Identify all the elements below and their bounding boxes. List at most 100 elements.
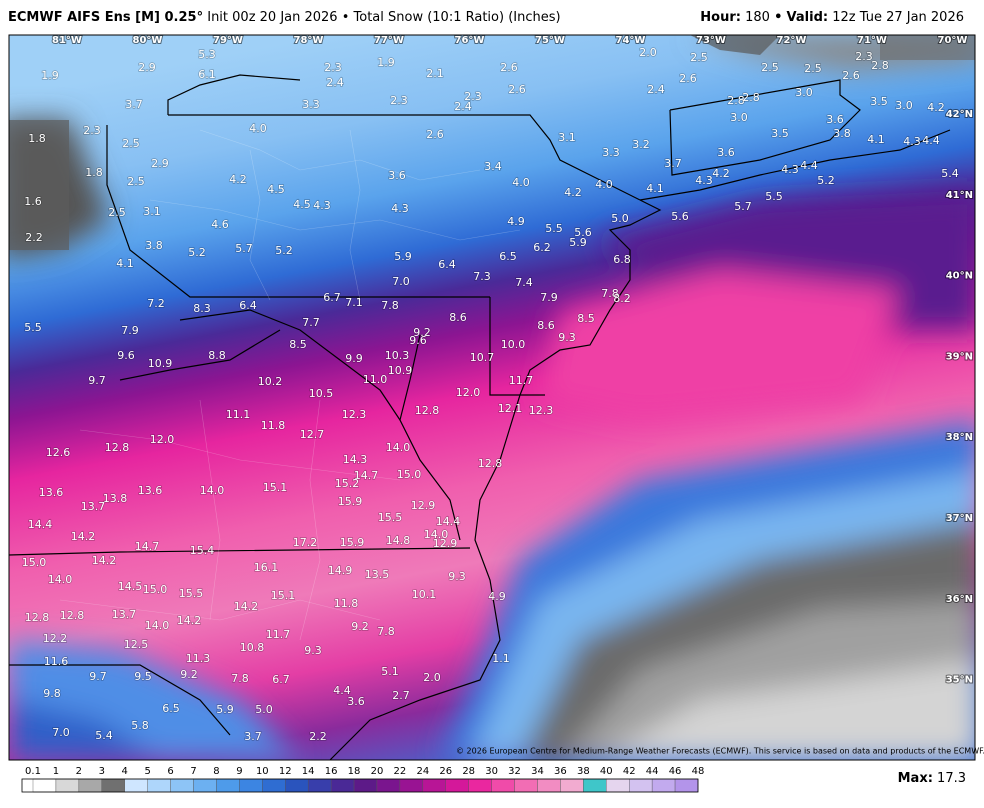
snow-label: 7.0 [392,275,410,288]
snow-label: 13.7 [81,500,106,513]
model: ECMWF AIFS Ens [M] 0.25° [8,10,204,25]
snow-label: 10.9 [148,357,173,370]
snow-label: 5.5 [24,321,42,334]
snow-label: 4.0 [512,176,530,189]
latitude-label: 39°N [946,351,973,362]
snow-label: 7.7 [302,316,320,329]
legend-tick-label: 48 [692,766,705,777]
snow-label: 1.1 [492,652,510,665]
snow-label: 5.5 [545,222,563,235]
va-nc-border [8,547,471,556]
legend-tick-label: 30 [485,766,498,777]
snow-label: 2.2 [309,730,327,743]
snow-label: 9.3 [448,570,466,583]
legend-tick-label: 18 [348,766,361,777]
snow-label: 10.8 [240,641,265,654]
max-key: Max: [897,771,933,786]
snow-label: 4.1 [116,257,134,270]
snow-label: 4.3 [695,174,713,187]
snow-label: 3.2 [632,138,650,151]
snow-label: 5.2 [275,244,293,257]
snow-label: 8.6 [449,311,467,324]
delaware-border [489,297,545,396]
snow-label: 3.7 [244,730,262,743]
legend-swatch [193,778,217,793]
legend-swatch [491,778,515,793]
longitude-label: 80°W [133,35,163,46]
snow-label: 10.1 [412,588,437,601]
snow-label: 1.8 [28,132,46,145]
snow-label: 13.5 [365,568,390,581]
latitude-label: 41°N [946,190,973,201]
hour: 180 [745,10,770,25]
borders [8,74,951,761]
snow-label: 6.7 [272,673,290,686]
legend: 0.1 1 2 3 4 5 6 7 8 9 10 12 14 16 18 20 22 24 26 28 30 32 34 36… [21,766,705,793]
legend-swatch [170,778,194,793]
snow-label: 12.8 [105,441,130,454]
snow-label: 15.5 [378,511,403,524]
snow-label: 2.7 [392,689,410,702]
legend-swatch [583,778,607,793]
snow-label: 2.5 [804,62,822,75]
snow-label: 11.1 [226,408,251,421]
latitude-label: 37°N [946,513,973,524]
snow-label: 11.3 [186,652,211,665]
snow-label: 4.5 [267,183,285,196]
legend-swatch [445,778,469,793]
snow-label: 12.0 [456,386,481,399]
hour-key: Hour: [700,10,741,25]
legend-tick-label: 8 [213,766,219,777]
snow-label: 5.1 [381,665,399,678]
snow-label: 14.2 [92,554,117,567]
snow-label: 5.6 [671,210,689,223]
snow-label: 9.2 [413,326,431,339]
legend-tick-label: 20 [371,766,384,777]
snow-label: 14.0 [145,619,170,632]
snow-label: 6.5 [162,702,180,715]
snow-label: 15.0 [143,583,168,596]
snow-label: 12.8 [415,404,440,417]
snow-label: 2.3 [390,94,408,107]
snow-label: 6.7 [323,291,341,304]
latitude-label: 42°N [946,109,973,120]
legend-tick-label: 7 [190,766,196,777]
snow-label: 17.2 [293,536,318,549]
snow-label: 12.9 [433,537,458,550]
snow-label: 3.4 [484,160,502,173]
snow-label: 12.1 [498,402,523,415]
snow-label: 3.3 [302,98,320,111]
legend-tick-label: 0.1 [25,766,41,777]
legend-tick-label: 3 [99,766,105,777]
latitude-label: 35°N [946,675,973,686]
snow-label: 12.8 [60,609,85,622]
snow-label: 4.1 [646,182,664,195]
snow-label: 14.7 [135,540,160,553]
snow-label: 5.0 [255,703,273,716]
latitude-label: 36°N [946,594,973,605]
snow-label: 9.3 [558,331,576,344]
snow-label: 2.6 [500,61,518,74]
snow-label: 2.6 [508,83,526,96]
longitude-label: 72°W [777,35,807,46]
max-value: Max: 17.3 [898,771,966,786]
snow-label: 5.7 [235,242,253,255]
legend-swatch [560,778,584,793]
separator: • [774,10,783,25]
snow-label: 8.6 [537,319,555,332]
new-england-border [669,79,861,176]
snow-label: 8.8 [208,349,226,362]
snow-label: 6.2 [533,241,551,254]
county-lines [59,129,521,641]
init: Init 00z 20 Jan 2026 • Total Snow (10:1 … [207,10,561,25]
snow-label: 14.5 [118,580,143,593]
snow-label: 1.9 [377,56,395,69]
legend-swatch [147,778,171,793]
snow-label: 3.1 [558,131,576,144]
snow-label: 5.8 [131,719,149,732]
snow-label: 2.4 [326,76,344,89]
longitude-label: 70°W [938,35,968,46]
legend-tick-label: 34 [531,766,544,777]
snow-label: 4.9 [507,215,525,228]
